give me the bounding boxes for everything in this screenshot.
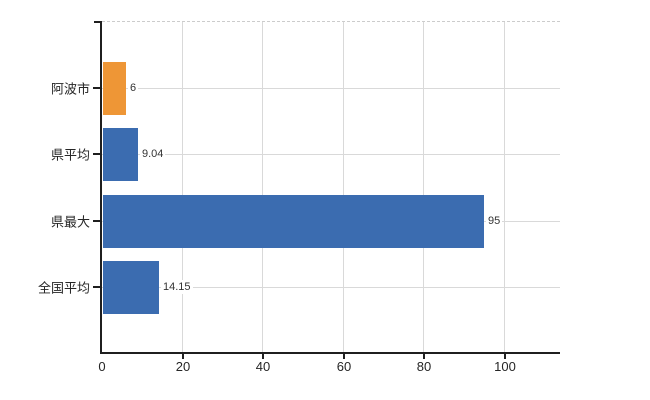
x-axis-tick [182,354,184,359]
x-axis-tick [262,354,264,359]
x-axis-tick [504,354,506,359]
bar-value-label: 95 [486,214,503,228]
x-tick-label: 100 [494,359,516,374]
horizontal-gridline [102,287,560,288]
plot-top-dashed-border [102,21,560,22]
y-axis-tick [93,153,101,155]
x-axis-line [100,352,560,354]
y-axis-top-tick [94,21,101,23]
bar-value-label: 9.04 [140,147,166,161]
plot-area: 6 9.04 95 14.15 [102,22,560,353]
category-label: 阿波市 [50,81,90,97]
y-axis-tick [93,87,101,89]
y-axis-line [100,21,102,353]
category-label: 県最大 [50,214,90,230]
x-tick-label: 40 [255,359,271,374]
x-tick-label: 20 [175,359,191,374]
bar [103,261,159,314]
horizontal-gridline [102,154,560,155]
x-tick-label: 60 [336,359,352,374]
x-axis-tick [343,354,345,359]
category-label: 全国平均 [37,280,90,296]
bar [103,195,484,248]
bar [103,128,138,181]
x-tick-label: 0 [98,359,106,374]
x-axis-tick [423,354,425,359]
bar-value-label: 6 [128,81,139,95]
horizontal-gridline [102,88,560,89]
vertical-gridline [423,22,424,353]
category-label: 県平均 [50,147,90,163]
vertical-gridline [182,22,183,353]
bar-value-label: 14.15 [161,280,193,294]
x-tick-label: 80 [416,359,432,374]
y-axis-tick [93,286,101,288]
vertical-gridline [504,22,505,353]
vertical-gridline [262,22,263,353]
bar [103,62,126,115]
vertical-gridline [343,22,344,353]
y-axis-tick [93,220,101,222]
